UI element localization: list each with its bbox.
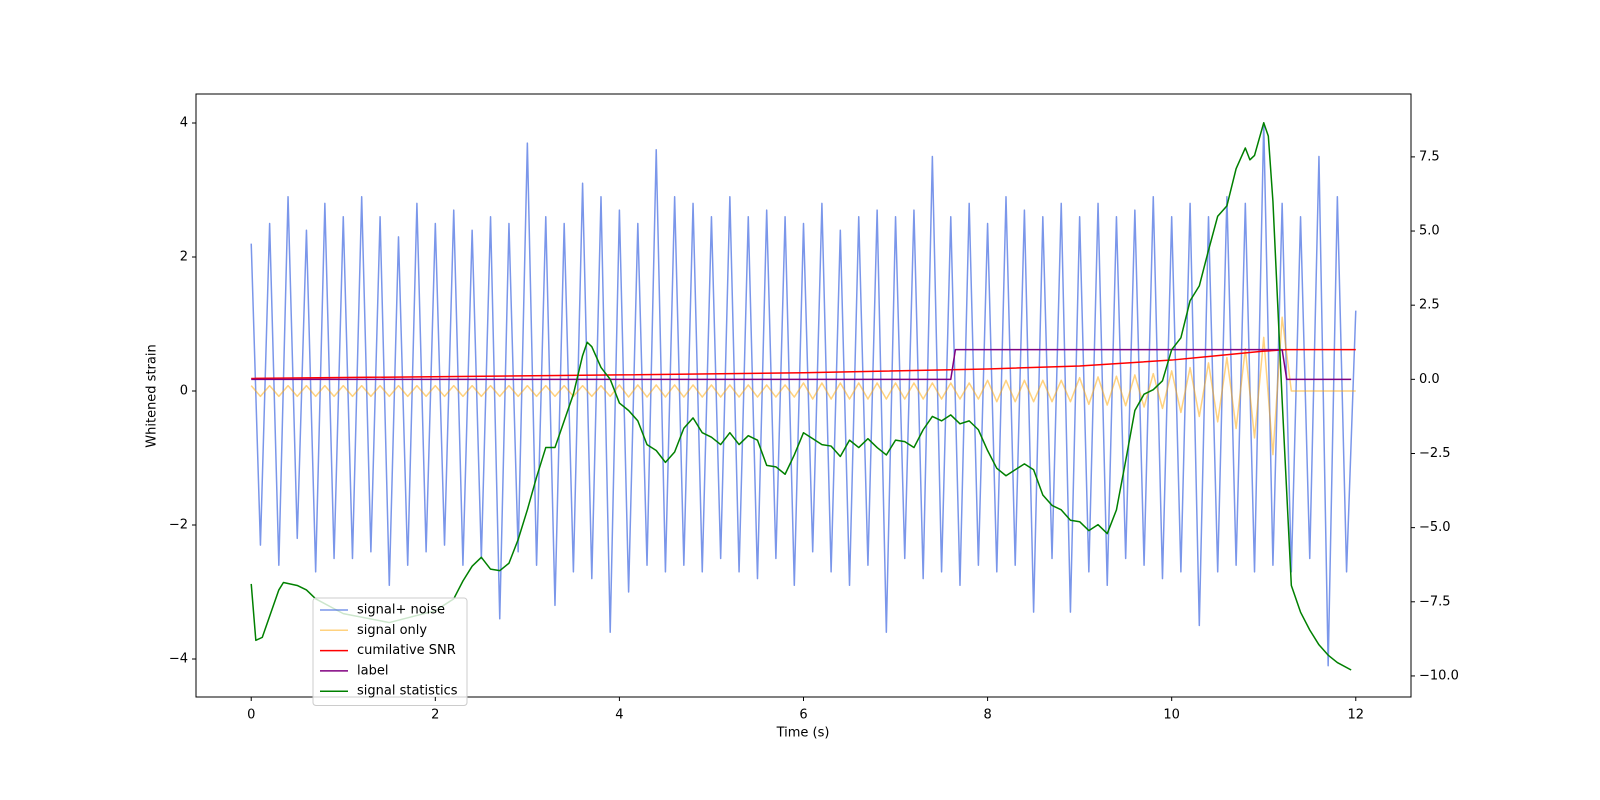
y2-tick-label: 5.0 [1419,224,1440,239]
y-tick-label: 2 [180,250,188,265]
plot-area [250,122,1357,671]
series-line [250,122,1352,671]
x-tick-label: 10 [1163,708,1180,723]
legend-label: cumilative SNR [357,643,456,658]
y2-tick-label: −10.0 [1419,668,1459,683]
series-line [250,316,1356,456]
x-tick-label: 8 [983,708,991,723]
legend-label: label [357,663,388,678]
x-tick-label: 2 [431,708,439,723]
y-axis-label: Whitened strain [145,344,160,447]
y-tick-label: 0 [180,384,188,399]
series-line [250,122,1357,667]
series-line [251,348,1352,381]
y2-tick-label: −2.5 [1419,446,1451,461]
legend-label: signal+ noise [357,603,445,618]
y2-tick-label: −5.0 [1419,520,1451,535]
y-tick-label: 4 [180,116,188,131]
y2-tick-label: −7.5 [1419,594,1451,609]
legend: signal+ noise signal only cumilative SNR la… [312,597,468,706]
x-tick-label: 6 [799,708,807,723]
x-tick-label: 12 [1347,708,1364,723]
legend-frame [312,597,468,706]
y2-tick-label: 7.5 [1419,149,1440,164]
x-axis-label: Time (s) [776,726,830,741]
x-tick-label: 0 [247,708,255,723]
x-tick-label: 4 [615,708,623,723]
legend-label: signal statistics [357,684,458,699]
y-tick-label: −4 [169,652,188,667]
legend-label: signal only [357,623,427,638]
y2-tick-label: 0.0 [1419,372,1440,387]
y2-tick-label: 2.5 [1419,298,1440,313]
y-tick-label: −2 [169,518,188,533]
